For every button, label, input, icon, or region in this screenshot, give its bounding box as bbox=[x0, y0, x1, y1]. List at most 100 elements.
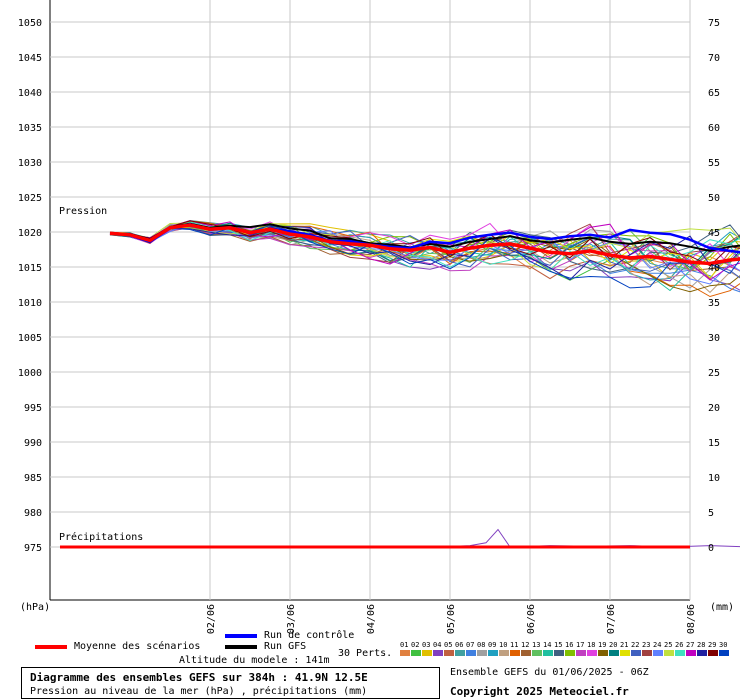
member-line bbox=[109, 225, 740, 289]
member-legend-label: 25 bbox=[664, 641, 672, 649]
member-legend-label: 04 bbox=[433, 641, 441, 649]
member-legend-swatch bbox=[598, 650, 608, 656]
member-legend-label: 20 bbox=[609, 641, 617, 649]
member-legend-label: 28 bbox=[697, 641, 705, 649]
right-tick-label: 45 bbox=[708, 228, 720, 239]
x-tick-label: 04/06 bbox=[366, 604, 377, 634]
member-legend-swatch bbox=[422, 650, 432, 656]
left-axis-label: (hPa) bbox=[20, 602, 50, 613]
gfs-legend-line bbox=[225, 645, 257, 649]
member-legend-label: 22 bbox=[631, 641, 639, 649]
precip-panel-label: Précipitations bbox=[59, 531, 143, 543]
right-axis-label: (mm) bbox=[710, 602, 734, 613]
member-legend-swatch bbox=[675, 650, 685, 656]
member-legend-swatch bbox=[411, 650, 421, 656]
left-tick-label: 1020 bbox=[18, 228, 42, 239]
right-tick-label: 55 bbox=[708, 158, 720, 169]
member-legend-swatch bbox=[653, 650, 663, 656]
member-legend-label: 10 bbox=[499, 641, 507, 649]
chart-grid bbox=[49, 0, 691, 601]
member-legend-label: 07 bbox=[466, 641, 474, 649]
left-tick-label: 1045 bbox=[18, 53, 42, 64]
member-legend-swatch bbox=[642, 650, 652, 656]
left-tick-label: 975 bbox=[24, 543, 42, 554]
left-tick-label: 1025 bbox=[18, 193, 42, 204]
mean-legend-line bbox=[35, 645, 67, 649]
altitude-text: Altitude du modele : 141m bbox=[179, 655, 330, 666]
member-legend-swatch bbox=[400, 650, 410, 656]
member-legend-label: 06 bbox=[455, 641, 463, 649]
member-legend-label: 05 bbox=[444, 641, 452, 649]
member-legend-swatch bbox=[488, 650, 498, 656]
member-legend-swatch bbox=[609, 650, 619, 656]
member-legend-swatch bbox=[719, 650, 729, 656]
member-legend-label: 18 bbox=[587, 641, 595, 649]
pressure-panel-label: Pression bbox=[59, 206, 107, 217]
left-tick-label: 1035 bbox=[18, 123, 42, 134]
member-legend-label: 02 bbox=[411, 641, 419, 649]
member-legend-label: 24 bbox=[653, 641, 661, 649]
control-legend-line bbox=[225, 634, 257, 638]
x-tick-label: 07/06 bbox=[606, 604, 617, 634]
member-legend-swatch bbox=[587, 650, 597, 656]
member-legend-swatch bbox=[565, 650, 575, 656]
left-tick-label: 990 bbox=[24, 438, 42, 449]
member-legend-swatch bbox=[477, 650, 487, 656]
mean-legend-label: Moyenne des scénarios bbox=[74, 641, 201, 652]
left-tick-label: 1005 bbox=[18, 333, 42, 344]
right-tick-label: 75 bbox=[708, 18, 720, 29]
main-series bbox=[109, 222, 740, 266]
member-legend-label: 08 bbox=[477, 641, 485, 649]
member-legend-label: 13 bbox=[532, 641, 540, 649]
left-tick-label: 1050 bbox=[18, 18, 42, 29]
member-legend-swatch bbox=[433, 650, 443, 656]
member-legend-label: 26 bbox=[675, 641, 683, 649]
left-tick-label: 1000 bbox=[18, 368, 42, 379]
control-legend-label: Run de contrôle bbox=[264, 630, 355, 641]
member-legend-label: 15 bbox=[554, 641, 562, 649]
left-tick-label: 1015 bbox=[18, 263, 42, 274]
member-legend-label: 21 bbox=[620, 641, 628, 649]
member-legend-label: 11 bbox=[510, 641, 518, 649]
left-tick-label: 995 bbox=[24, 403, 42, 414]
member-legend-swatch bbox=[455, 650, 465, 656]
member-legend-swatch bbox=[708, 650, 718, 656]
right-tick-label: 25 bbox=[708, 368, 720, 379]
member-legend-swatch bbox=[697, 650, 707, 656]
right-tick-label: 5 bbox=[708, 508, 714, 519]
right-tick-label: 0 bbox=[708, 543, 714, 554]
member-line bbox=[109, 224, 740, 294]
member-legend-label: 01 bbox=[400, 641, 408, 649]
member-legend-swatch bbox=[554, 650, 564, 656]
precip-member-line bbox=[110, 528, 740, 548]
member-legend-swatch bbox=[444, 650, 454, 656]
member-legend-swatch bbox=[576, 650, 586, 656]
member-legend-swatch bbox=[499, 650, 509, 656]
right-tick-label: 35 bbox=[708, 298, 720, 309]
member-legend-swatch bbox=[631, 650, 641, 656]
footer-subtitle: Pression au niveau de la mer (hPa) , pré… bbox=[30, 686, 368, 697]
x-tick-label: 03/06 bbox=[286, 604, 297, 634]
member-legend-swatch bbox=[532, 650, 542, 656]
left-tick-label: 1010 bbox=[18, 298, 42, 309]
member-line bbox=[109, 220, 740, 267]
left-tick-label: 1030 bbox=[18, 158, 42, 169]
member-legend-label: 17 bbox=[576, 641, 584, 649]
left-tick-label: 985 bbox=[24, 473, 42, 484]
right-tick-label: 30 bbox=[708, 333, 720, 344]
ensemble-run-text: Ensemble GEFS du 01/06/2025 - 06Z bbox=[450, 667, 649, 678]
right-tick-label: 50 bbox=[708, 193, 720, 204]
right-tick-label: 20 bbox=[708, 403, 720, 414]
member-legend: 01 02 03 04 05 06 07 08 09 10 11 12 13 14 15 16 17 18 19 20… bbox=[400, 641, 729, 656]
footer-box: Diagramme des ensembles GEFS sur 384h : … bbox=[21, 667, 440, 699]
perts-label: 30 Perts. bbox=[338, 648, 392, 659]
gfs-legend-label: Run GFS bbox=[264, 641, 307, 652]
x-tick-label: 05/06 bbox=[446, 604, 457, 634]
member-legend-swatch bbox=[521, 650, 531, 656]
x-tick-label: 02/06 bbox=[206, 604, 217, 634]
member-legend-label: 23 bbox=[642, 641, 650, 649]
member-legend-label: 09 bbox=[488, 641, 496, 649]
member-legend-label: 30 bbox=[719, 641, 727, 649]
x-tick-label: 06/06 bbox=[526, 604, 537, 634]
